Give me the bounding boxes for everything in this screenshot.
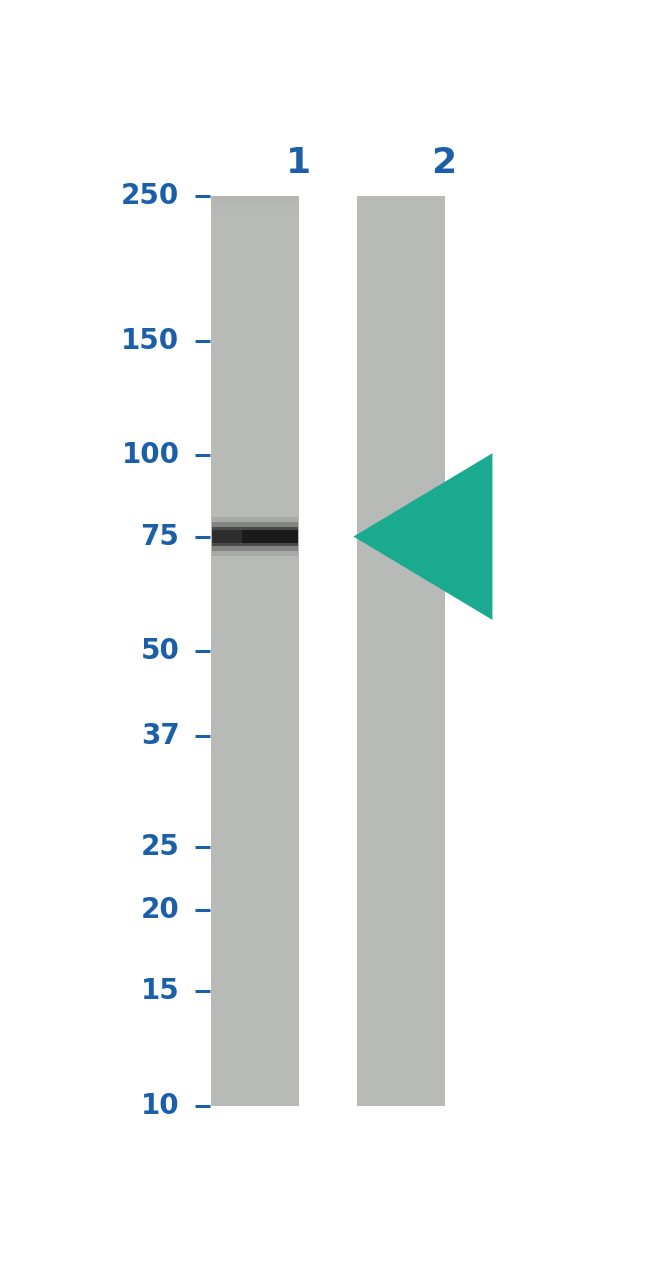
Text: 50: 50: [140, 638, 179, 665]
Text: 10: 10: [141, 1092, 179, 1120]
Bar: [212, 522, 298, 551]
Bar: [211, 203, 299, 206]
Text: 25: 25: [140, 833, 179, 861]
Text: 250: 250: [122, 183, 179, 211]
Bar: [211, 197, 299, 199]
Text: 75: 75: [140, 522, 179, 551]
Text: 150: 150: [122, 326, 179, 354]
Bar: [211, 202, 299, 203]
Text: 20: 20: [141, 897, 179, 925]
Text: 37: 37: [141, 723, 179, 751]
Bar: [211, 211, 299, 213]
Bar: [211, 206, 299, 208]
Text: 100: 100: [122, 441, 179, 470]
Bar: [212, 530, 298, 544]
Text: 15: 15: [141, 978, 179, 1006]
Bar: [211, 208, 299, 211]
Bar: [211, 199, 299, 202]
Bar: [212, 528, 242, 545]
Text: 2: 2: [432, 146, 456, 180]
Bar: [211, 213, 299, 216]
Bar: [212, 527, 298, 546]
Text: 1: 1: [286, 146, 311, 180]
Bar: [212, 517, 298, 556]
